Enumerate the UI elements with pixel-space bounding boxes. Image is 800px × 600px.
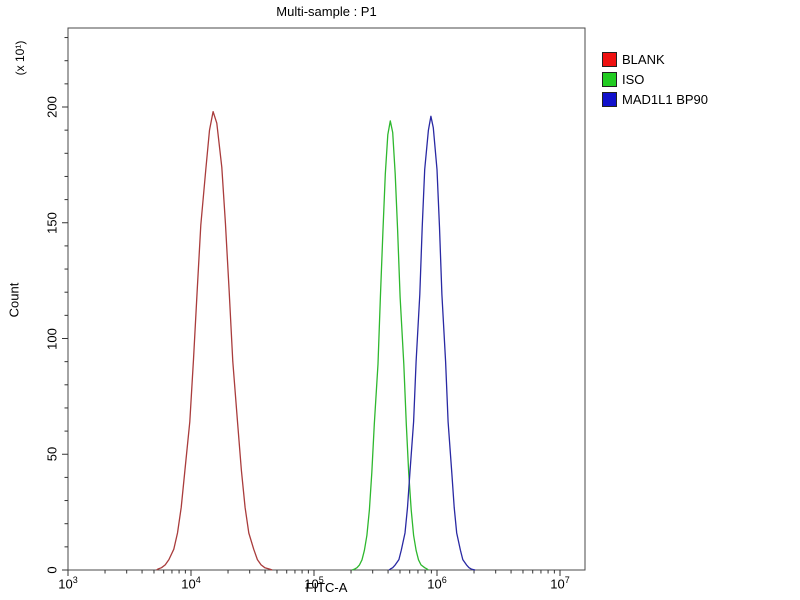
legend-label: BLANK xyxy=(622,52,665,67)
y-tick-label: 50 xyxy=(44,447,60,462)
x-tick-label: 105 xyxy=(304,575,324,592)
legend-label: ISO xyxy=(622,72,645,87)
legend-swatch xyxy=(602,72,617,87)
x-tick-label: 107 xyxy=(550,575,570,592)
legend-swatch xyxy=(602,52,617,67)
legend-item-iso: ISO xyxy=(602,72,708,87)
legend-swatch xyxy=(602,92,617,107)
x-tick-label: 103 xyxy=(58,575,78,592)
x-tick-label: 106 xyxy=(427,575,447,592)
legend-item-blank: BLANK xyxy=(602,52,708,67)
legend-label: MAD1L1 BP90 xyxy=(622,92,708,107)
series-curve-mad1l1-bp90 xyxy=(388,115,476,571)
y-tick-label: 200 xyxy=(44,96,60,118)
series-curve-blank xyxy=(156,110,273,571)
x-axis-label: FITC-A xyxy=(305,580,348,595)
y-tick-label: 150 xyxy=(44,211,60,234)
plot-frame xyxy=(67,27,586,571)
y-axis-unit-label: (x 10¹) xyxy=(13,40,27,76)
y-tick-label: 0 xyxy=(44,566,60,574)
y-axis-label: Count xyxy=(6,282,22,318)
legend: BLANK ISO MAD1L1 BP90 xyxy=(602,52,708,107)
y-tick-label: 100 xyxy=(44,327,60,350)
chart-title: Multi-sample : P1 xyxy=(276,4,377,19)
x-tick-label: 104 xyxy=(181,575,201,592)
series-curve-iso xyxy=(351,120,429,571)
legend-item-mad1l1-bp90: MAD1L1 BP90 xyxy=(602,92,708,107)
